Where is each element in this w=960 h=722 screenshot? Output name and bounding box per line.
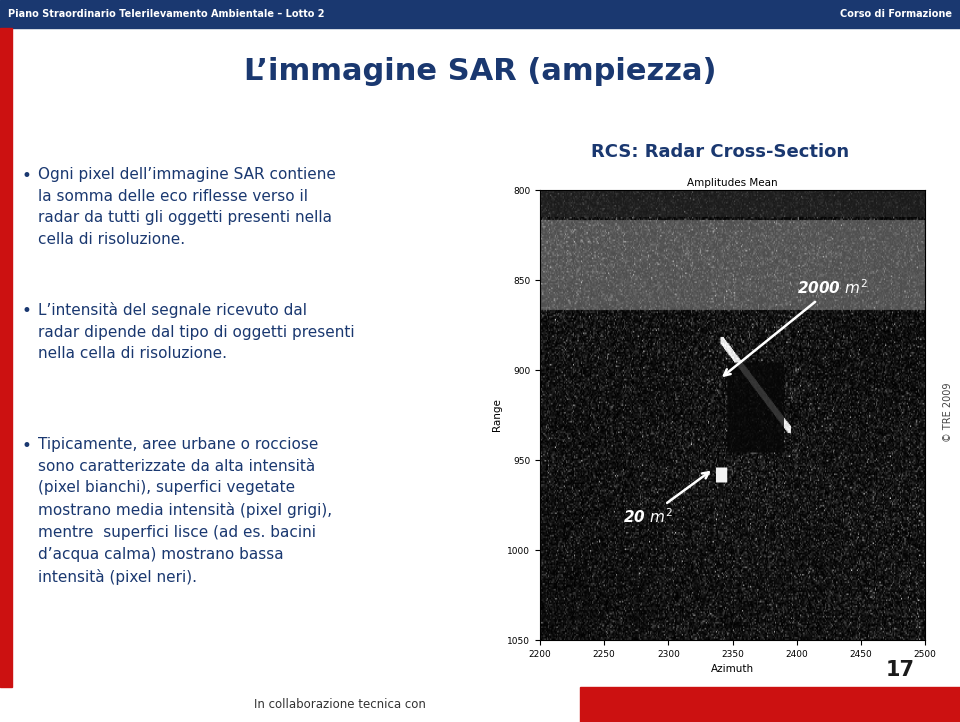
Text: •: • bbox=[22, 167, 32, 185]
Text: L’immagine SAR (ampiezza): L’immagine SAR (ampiezza) bbox=[244, 58, 716, 87]
Text: Tipicamente, aree urbane o rocciose
sono caratterizzate da alta intensità
(pixel: Tipicamente, aree urbane o rocciose sono… bbox=[38, 437, 332, 585]
Text: •: • bbox=[22, 437, 32, 455]
Text: © TRE 2009: © TRE 2009 bbox=[943, 382, 953, 442]
Text: Piano Straordinario Telerilevamento Ambientale – Lotto 2: Piano Straordinario Telerilevamento Ambi… bbox=[8, 9, 324, 19]
Bar bbox=[0, 28, 12, 687]
Text: 20 $m^2$: 20 $m^2$ bbox=[623, 472, 708, 526]
Title: Amplitudes Mean: Amplitudes Mean bbox=[687, 178, 778, 188]
Text: •: • bbox=[22, 302, 32, 320]
Text: RCS: Radar Cross-Section: RCS: Radar Cross-Section bbox=[591, 143, 849, 161]
Bar bbox=[580, 687, 960, 722]
Text: Ogni pixel dell’immagine SAR contiene
la somma delle eco riflesse verso il
radar: Ogni pixel dell’immagine SAR contiene la… bbox=[38, 167, 336, 247]
X-axis label: Azimuth: Azimuth bbox=[711, 664, 754, 674]
Text: In collaborazione tecnica con: In collaborazione tecnica con bbox=[254, 697, 426, 710]
Text: Corso di Formazione: Corso di Formazione bbox=[840, 9, 952, 19]
Y-axis label: Range: Range bbox=[492, 399, 502, 432]
Bar bbox=[0, 0, 960, 28]
Text: 17: 17 bbox=[885, 660, 915, 680]
Text: 2000 $m^2$: 2000 $m^2$ bbox=[724, 279, 868, 375]
Text: L’intensità del segnale ricevuto dal
radar dipende dal tipo di oggetti presenti
: L’intensità del segnale ricevuto dal rad… bbox=[38, 302, 354, 361]
